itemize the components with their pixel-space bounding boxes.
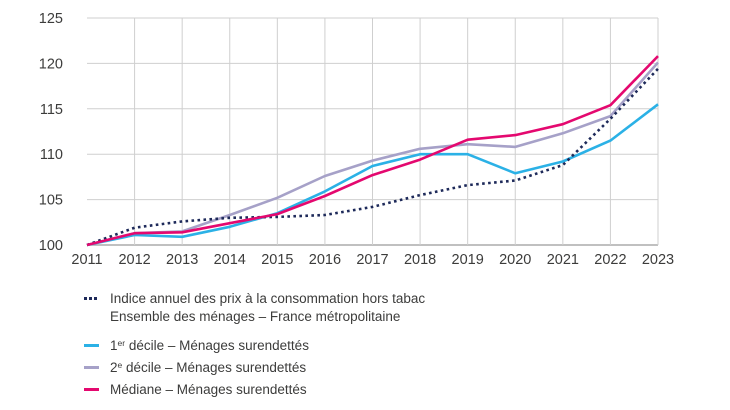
purple-line-swatch-icon <box>84 359 101 369</box>
pink-line-swatch-icon <box>84 388 99 391</box>
x-tick-label: 2015 <box>261 252 293 268</box>
legend-item-decile1: 1er décile – Ménages surendettés <box>84 337 730 355</box>
x-tick-label: 2013 <box>166 252 198 268</box>
x-tick-label: 2022 <box>594 252 626 268</box>
cyan-line-swatch-icon <box>84 337 101 347</box>
x-tick-label: 2023 <box>642 252 674 268</box>
legend-label-cpi-line1: Indice annuel des prix à la consommation… <box>110 291 426 306</box>
dotted-line-swatch-icon <box>84 297 101 300</box>
y-tick-label: 110 <box>40 147 63 163</box>
series-line-decile1 <box>86 103 659 247</box>
ordinal-superscript: er <box>117 338 126 348</box>
y-tick-label: 120 <box>39 56 63 72</box>
price-index-line-chart: 100 105 110 115 120 125 2011 2012 2013 2014 2015 20… <box>39 11 674 268</box>
legend-label-cpi: Indice annuel des prix à la consommation… <box>110 290 425 326</box>
x-tick-label: 2012 <box>118 252 150 268</box>
x-tick-label: 2021 <box>547 252 579 268</box>
x-tick-label: 2018 <box>404 252 436 268</box>
pink-line-swatch-icon <box>84 381 101 391</box>
legend-item-mediane: Médiane – Ménages surendettés <box>84 381 730 399</box>
series-line-mediane <box>86 55 659 247</box>
x-tick-label: 2011 <box>71 252 102 268</box>
legend-label-decile2: 2e décile – Ménages surendettés <box>110 360 307 375</box>
x-tick-label: 2019 <box>452 252 484 268</box>
chart-legend: Indice annuel des prix à la consommation… <box>0 278 730 399</box>
chart-area: 100 105 110 115 120 125 2011 2012 2013 2014 2015 20… <box>39 11 674 268</box>
purple-line-swatch-icon <box>84 366 99 369</box>
legend-label-decile1: 1er décile – Ménages surendettés <box>110 338 309 353</box>
y-tick-label: 125 <box>39 11 63 27</box>
legend-item-cpi: Indice annuel des prix à la consommation… <box>84 290 730 326</box>
x-tick-label: 2014 <box>214 252 246 268</box>
y-tick-label: 100 <box>39 238 63 254</box>
dotted-line-swatch-icon <box>84 290 101 300</box>
series-line-cpi <box>86 67 659 247</box>
legend-label-mediane: Médiane – Ménages surendettés <box>110 382 307 397</box>
y-tick-label: 115 <box>40 102 63 118</box>
legend-item-decile2: 2e décile – Ménages surendettés <box>84 359 730 377</box>
x-tick-label: 2016 <box>309 252 341 268</box>
x-tick-label: 2020 <box>499 252 531 268</box>
cyan-line-swatch-icon <box>84 344 99 347</box>
legend-label-cpi-line2: Ensemble des ménages – France métropolit… <box>110 309 401 324</box>
ordinal-superscript: e <box>117 360 123 370</box>
y-tick-label: 105 <box>39 193 63 209</box>
x-tick-label: 2017 <box>356 252 388 268</box>
